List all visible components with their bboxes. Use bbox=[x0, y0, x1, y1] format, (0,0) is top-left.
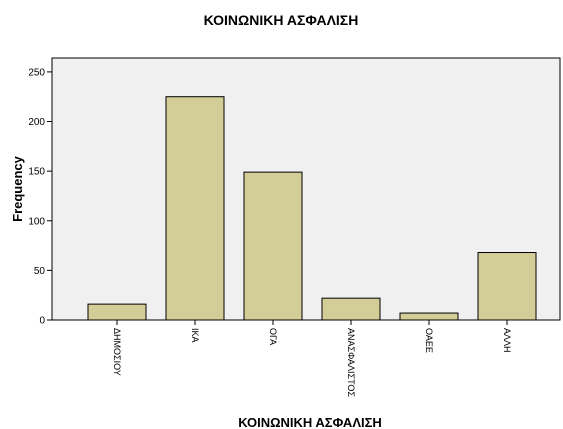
plot-area bbox=[51, 57, 561, 321]
bar bbox=[477, 252, 537, 321]
x-axis-label: ΚΟΙΝΩΝΙΚΗ ΑΣΦΑΛΙΣΗ bbox=[238, 415, 382, 429]
x-tick-label: ΑΛΛΗ bbox=[502, 328, 512, 353]
y-tick-label: 50 bbox=[34, 266, 46, 277]
y-tick-label: 200 bbox=[28, 117, 45, 128]
x-tick-label: ΟΑΕΕ bbox=[424, 328, 434, 353]
x-tick-label: ΙΚΑ bbox=[190, 328, 200, 343]
y-tick-label: 250 bbox=[28, 67, 45, 78]
bar bbox=[87, 303, 147, 321]
x-tick-label: ΑΝΑΣΦΑΛΙΣΤΟΣ bbox=[346, 328, 356, 397]
bar bbox=[243, 171, 303, 321]
bar bbox=[321, 297, 381, 321]
y-tick-label: 150 bbox=[28, 167, 45, 178]
bar bbox=[399, 312, 459, 321]
x-tick-label: ΟΓΑ bbox=[268, 328, 278, 345]
y-tick-label: 100 bbox=[28, 216, 45, 227]
y-axis-label: Frequency bbox=[10, 155, 25, 222]
x-tick-label: ΔΗΜΟΣΙΟΥ bbox=[112, 328, 122, 376]
chart-title: ΚΟΙΝΩΝΙΚΗ ΑΣΦΑΛΙΣΗ bbox=[204, 12, 359, 28]
bar bbox=[165, 96, 225, 321]
y-tick-label: 0 bbox=[39, 316, 45, 327]
